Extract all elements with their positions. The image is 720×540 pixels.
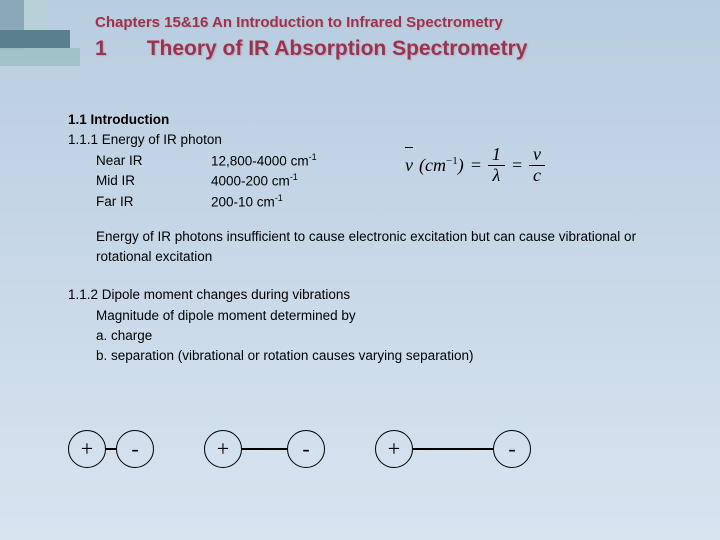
bond-line — [413, 448, 493, 450]
far-ir-label: Far IR — [96, 192, 211, 213]
factor-a: a. charge — [68, 326, 690, 346]
far-ir-row: Far IR 200-10 cm-1 — [68, 192, 690, 213]
dipole: +- — [68, 430, 154, 468]
positive-ion: + — [375, 430, 413, 468]
negative-ion: - — [116, 430, 154, 468]
heading-1-1-1: 1.1.1 Energy of IR photon — [68, 130, 690, 150]
mid-ir-row: Mid IR 4000-200 cm-1 — [68, 171, 690, 192]
negative-ion: - — [287, 430, 325, 468]
bond-line — [242, 448, 287, 450]
body-content: 1.1 Introduction 1.1.1 Energy of IR phot… — [68, 110, 690, 366]
corner-decoration — [0, 0, 90, 70]
heading-1-1: 1.1 Introduction — [68, 110, 690, 130]
section-number: 1 — [95, 37, 107, 61]
energy-note: Energy of IR photons insufficient to cau… — [68, 227, 690, 268]
near-ir-label: Near IR — [96, 151, 211, 172]
mid-ir-label: Mid IR — [96, 171, 211, 192]
dipole: +- — [204, 430, 325, 468]
magnitude-line: Magnitude of dipole moment determined by — [68, 306, 690, 326]
near-ir-row: Near IR 12,800-4000 cm-1 — [68, 151, 690, 172]
positive-ion: + — [204, 430, 242, 468]
positive-ion: + — [68, 430, 106, 468]
heading-1-1-2: 1.1.2 Dipole moment changes during vibra… — [68, 285, 690, 305]
dipole: +- — [375, 430, 531, 468]
section-title: Theory of IR Absorption Spectrometry — [147, 37, 528, 61]
chapter-title: Chapters 15&16 An Introduction to Infrar… — [95, 14, 700, 31]
dipole-diagram: +-+-+- — [68, 430, 531, 468]
mid-ir-range: 4000-200 cm-1 — [211, 171, 298, 192]
factor-b: b. separation (vibrational or rotation c… — [68, 346, 690, 366]
bond-line — [106, 448, 116, 450]
far-ir-range: 200-10 cm-1 — [211, 192, 283, 213]
negative-ion: - — [493, 430, 531, 468]
heading-block: Chapters 15&16 An Introduction to Infrar… — [95, 14, 700, 61]
near-ir-range: 12,800-4000 cm-1 — [211, 151, 317, 172]
